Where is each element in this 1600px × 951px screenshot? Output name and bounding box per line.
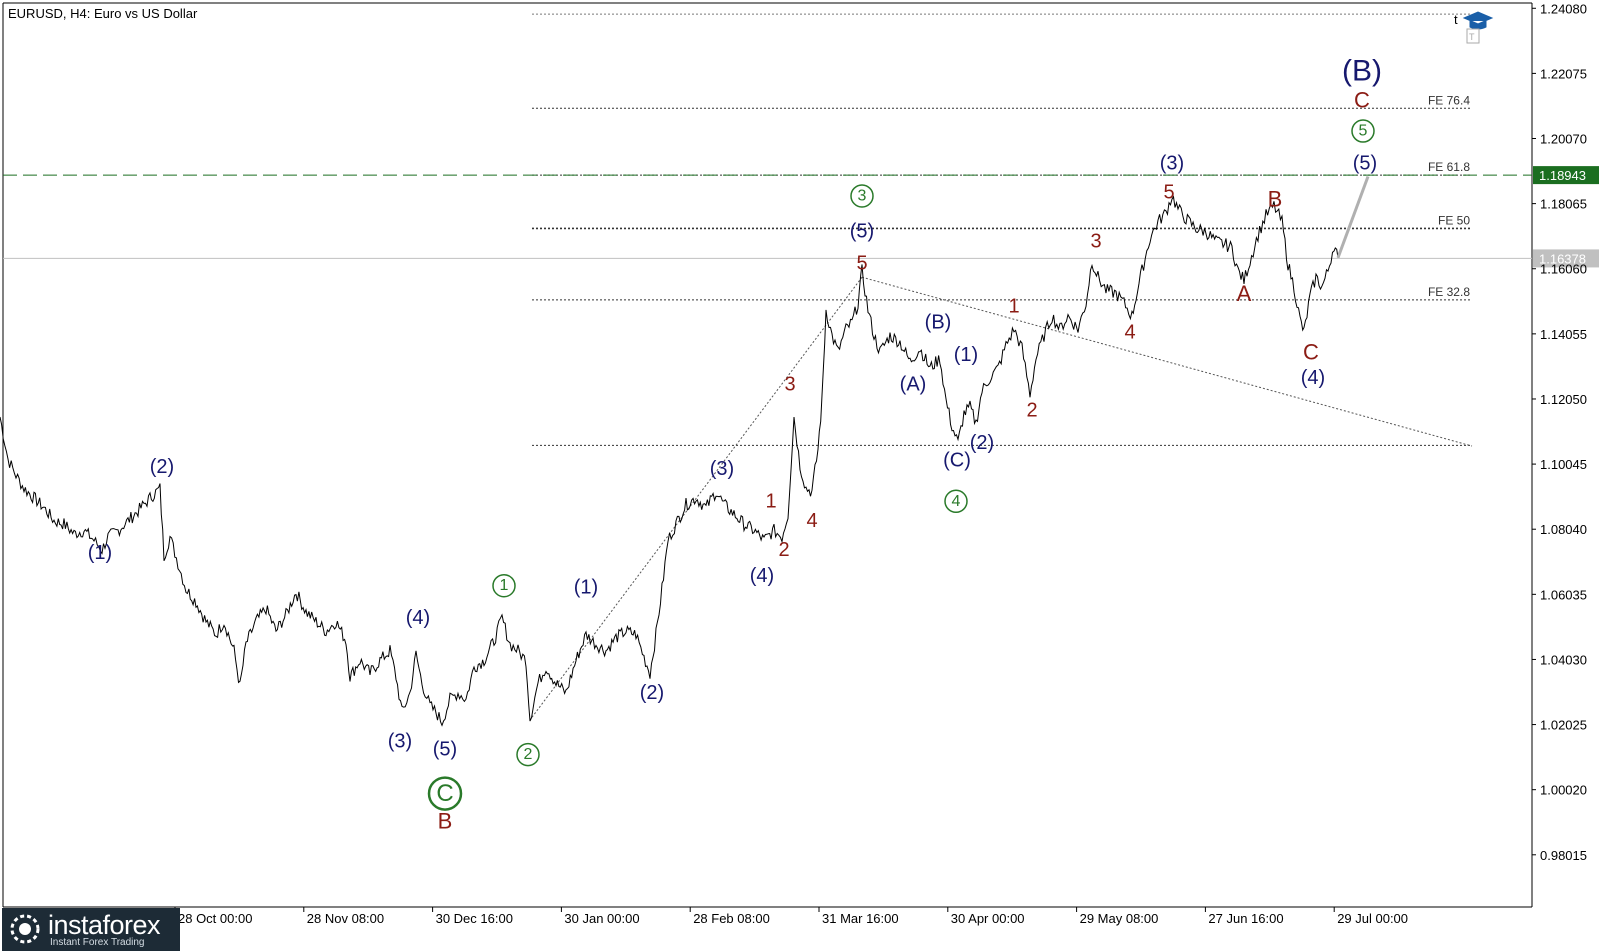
wave-label: 5 bbox=[1359, 123, 1368, 140]
y-tick-label: 1.00020 bbox=[1540, 783, 1587, 798]
x-tick-label: 27 Jun 16:00 bbox=[1208, 911, 1283, 926]
price-series bbox=[0, 175, 1370, 727]
wave-label: 1 bbox=[765, 490, 776, 512]
price-axis: 1.24080 1.22075 1.20070 1.18065 1.16060 1.140… bbox=[1532, 1, 1587, 863]
wave-label: (B) bbox=[925, 312, 952, 334]
wave-label: 3 bbox=[1090, 230, 1101, 252]
wave-label-circle bbox=[516, 742, 540, 767]
wave-label: (2) bbox=[970, 432, 994, 454]
wave-label: B bbox=[438, 809, 453, 834]
wave-label: 5 bbox=[856, 253, 867, 275]
wave-label: B bbox=[1268, 187, 1283, 212]
wave-label: (5) bbox=[850, 221, 874, 243]
wave-label: 3 bbox=[784, 373, 795, 395]
wave-label: (4) bbox=[750, 565, 774, 587]
projection-line bbox=[1336, 175, 1370, 259]
wave-label: (3) bbox=[710, 458, 734, 480]
x-tick-label: 28 Feb 08:00 bbox=[693, 911, 770, 926]
wave-label: 4 bbox=[952, 493, 961, 510]
y-tick-label: 1.08040 bbox=[1540, 522, 1587, 537]
x-tick-label: 31 Mar 16:00 bbox=[822, 911, 899, 926]
wave-label: A bbox=[1237, 281, 1252, 306]
wave-label: (1) bbox=[574, 576, 598, 598]
y-tick-label: 1.22075 bbox=[1540, 66, 1587, 81]
x-tick-label: 29 May 08:00 bbox=[1080, 911, 1159, 926]
y-tick-label: 1.18065 bbox=[1540, 197, 1587, 212]
fibonacci-levels: FE 76.4 FE 61.8 FE 50 FE 32.8 bbox=[532, 13, 1472, 446]
wave-label: (5) bbox=[433, 739, 457, 761]
current-price-badge bbox=[1533, 249, 1599, 268]
wave-label: (4) bbox=[406, 607, 430, 629]
wave-label: 2 bbox=[1026, 399, 1037, 421]
wave-label: 5 bbox=[1163, 182, 1174, 204]
y-tick-label: 1.12050 bbox=[1540, 392, 1587, 407]
wave-label: (2) bbox=[640, 682, 664, 704]
fib-level-label: FE 50 bbox=[1438, 213, 1470, 227]
document-icon-glyph: T bbox=[1469, 32, 1475, 42]
wave-label: C bbox=[1354, 88, 1370, 113]
y-tick-label: 1.04030 bbox=[1540, 652, 1587, 667]
wave-label: 2 bbox=[778, 539, 789, 561]
x-tick-label: 30 Jan 00:00 bbox=[564, 911, 639, 926]
target-price-badge-text: 1.18943 bbox=[1539, 168, 1586, 183]
wave-label-circle bbox=[1351, 119, 1375, 143]
wave-label: (2) bbox=[150, 456, 174, 478]
x-tick-label: 30 Dec 16:00 bbox=[436, 911, 513, 926]
wave-label: (3) bbox=[388, 731, 412, 753]
y-tick-label: 1.14055 bbox=[1540, 327, 1587, 342]
wave-label: 1 bbox=[1008, 295, 1019, 317]
wave-label: 1 bbox=[500, 577, 509, 594]
wave-label: (C) bbox=[943, 450, 971, 472]
channel-lines bbox=[531, 276, 1473, 718]
wave-label: 4 bbox=[1124, 321, 1135, 343]
wave-label: C bbox=[436, 780, 453, 807]
chart-symbol-title: EURUSD, H4: Euro vs US Dollar bbox=[8, 6, 198, 21]
logo-brand-text: instaforex bbox=[48, 910, 161, 940]
y-tick-label: 0.98015 bbox=[1540, 848, 1587, 863]
fib-level-label: FE 76.4 bbox=[1428, 93, 1470, 107]
x-tick-label: 29 Jul 00:00 bbox=[1337, 911, 1408, 926]
y-tick-label: 1.06035 bbox=[1540, 587, 1587, 602]
t-badge[interactable]: t bbox=[1454, 12, 1458, 27]
price-line bbox=[0, 195, 1339, 727]
wave-label: (B) bbox=[1342, 54, 1382, 87]
x-tick-label: 28 Oct 00:00 bbox=[178, 911, 252, 926]
trend-channel-line bbox=[861, 276, 1473, 447]
wave-label: (5) bbox=[1353, 153, 1377, 175]
time-axis: 28 Oct 00:00 28 Nov 08:00 30 Dec 16:00 30 J… bbox=[174, 907, 1408, 926]
x-tick-label: 30 Apr 00:00 bbox=[951, 911, 1025, 926]
x-tick-label: 28 Nov 08:00 bbox=[307, 911, 384, 926]
y-tick-label: 1.24080 bbox=[1540, 1, 1587, 16]
wave-label-circle bbox=[492, 573, 516, 598]
wave-label: 4 bbox=[806, 510, 817, 532]
wave-label: 3 bbox=[858, 187, 867, 204]
fib-level-label: FE 32.8 bbox=[1428, 285, 1470, 299]
target-price-badge bbox=[1533, 166, 1599, 185]
wave-label: (3) bbox=[1160, 153, 1184, 175]
wave-labels: (1)(2)(3)(4)(5)CB12(1)(2)(3)(4)12345(5)3… bbox=[88, 54, 1382, 833]
globe-logo-icon bbox=[10, 914, 40, 944]
document-icon[interactable] bbox=[1466, 28, 1480, 44]
wave-label: (1) bbox=[88, 542, 112, 564]
wave-label-circle bbox=[944, 489, 968, 514]
y-tick-label: 1.20070 bbox=[1540, 132, 1587, 147]
price-lines: 1.18943 1.16378 bbox=[3, 166, 1599, 268]
wave-label: C bbox=[1303, 339, 1319, 364]
y-tick-label: 1.16060 bbox=[1540, 262, 1587, 277]
logo-tagline: Instant Forex Trading bbox=[50, 937, 145, 948]
current-price-badge-text: 1.16378 bbox=[1539, 251, 1586, 266]
toolbar-icons[interactable]: t T bbox=[1454, 11, 1494, 44]
wave-label: (4) bbox=[1301, 367, 1325, 389]
fib-level-label: FE 61.8 bbox=[1428, 160, 1470, 174]
y-tick-label: 1.10045 bbox=[1540, 457, 1587, 472]
wave-label: (A) bbox=[900, 373, 927, 395]
wave-label: (1) bbox=[954, 344, 978, 366]
y-tick-label: 1.02025 bbox=[1540, 718, 1587, 733]
wave-label-circle bbox=[427, 776, 463, 811]
wave-label: 2 bbox=[524, 746, 533, 763]
instaforex-logo: instaforex Instant Forex Trading bbox=[2, 908, 180, 951]
wave-label-circle bbox=[850, 184, 874, 208]
